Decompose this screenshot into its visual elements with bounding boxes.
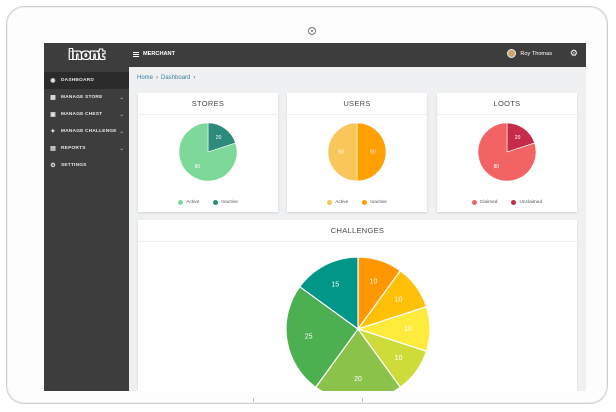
stores-slice-value-label: 80: [195, 164, 201, 170]
stores-slice: [178, 122, 238, 182]
reports-icon: ▤: [50, 146, 56, 152]
stores-legend: Active Inactive: [138, 200, 278, 205]
challenge-icon: ✦: [50, 129, 56, 135]
loots-card-title: LOOTS: [437, 93, 577, 115]
sidebar-item-label: MANAGE CHALLENGE: [61, 129, 117, 134]
users-slice-value-label: 50: [370, 149, 376, 155]
legend-swatch: [471, 200, 477, 205]
loots-slice: [506, 122, 535, 153]
challenges-slice-value-label: 10: [395, 296, 403, 303]
menu-toggle-button[interactable]: MERCHANT: [133, 51, 175, 57]
challenges-slice-value-label: 10: [404, 326, 412, 333]
user-name: Roy Thomas: [520, 50, 552, 57]
legend-label: Claimed: [479, 200, 498, 205]
sidebar-item-settings[interactable]: ⚙ SETTINGS: [44, 157, 129, 174]
legend-swatch: [362, 200, 368, 205]
menu-label: MERCHANT: [143, 51, 176, 57]
loots-slice-value-label: 80: [494, 164, 500, 170]
laptop-frame: inont ◉ DASHBOARD ▦ MANAGE STORE ⌄ ▣ MAN…: [6, 6, 608, 404]
legend-label: Active: [335, 200, 349, 205]
sidebar-item-reports[interactable]: ▤ REPORTS ⌄: [44, 140, 129, 157]
breadcrumb-separator: ›: [193, 75, 196, 81]
sidebar-item-manage-store[interactable]: ▦ MANAGE STORE ⌄: [44, 89, 129, 106]
device-foot: [253, 398, 254, 402]
stores-card-title: STORES: [138, 93, 278, 115]
stores-card: STORES 20 80 Active Inactive: [138, 93, 278, 212]
challenges-slice-value-label: 10: [395, 355, 403, 362]
challenges-card-title: CHALLENGES: [138, 220, 577, 242]
users-slice: [356, 122, 387, 182]
breadcrumb: Home › Dashboard ›: [137, 75, 198, 81]
users-slice-value-label: 50: [338, 149, 344, 155]
store-icon: ▦: [50, 95, 56, 101]
loots-slice-value-label: 20: [515, 135, 521, 141]
challenges-card: CHALLENGES 10 10 10 10 20 25 15: [138, 220, 577, 391]
challenges-slice: [298, 256, 359, 331]
sidebar-item-label: MANAGE CHEST: [61, 112, 103, 117]
legend-swatch: [511, 200, 517, 205]
logo-text: inont: [68, 47, 105, 63]
challenges-slice-value-label: 10: [370, 278, 378, 285]
sidebar-nav: ◉ DASHBOARD ▦ MANAGE STORE ⌄ ▣ MANAGE CH…: [44, 72, 129, 174]
challenges-slice: [314, 327, 402, 391]
app-screen: inont ◉ DASHBOARD ▦ MANAGE STORE ⌄ ▣ MAN…: [44, 43, 586, 391]
sidebar-item-manage-chest[interactable]: ▣ MANAGE CHEST ⌄: [44, 106, 129, 123]
challenges-slice: [285, 285, 359, 389]
avatar: [507, 49, 517, 58]
loots-slice: [477, 122, 537, 182]
chevron-down-icon: ⌄: [119, 128, 124, 135]
challenges-slice-value-label: 25: [305, 334, 313, 341]
chevron-down-icon: ⌄: [119, 145, 124, 152]
device-foot: [362, 398, 363, 402]
users-card-title: USERS: [287, 93, 427, 115]
topbar: MERCHANT Roy Thomas ⚙: [129, 43, 586, 67]
camera-icon: [308, 27, 316, 35]
sidebar-item-dashboard[interactable]: ◉ DASHBOARD: [44, 72, 129, 89]
sidebar-item-manage-challenge[interactable]: ✦ MANAGE CHALLENGE ⌄: [44, 123, 129, 140]
gear-icon[interactable]: ⚙: [569, 48, 578, 58]
users-slice: [327, 122, 358, 182]
sidebar-item-label: MANAGE STORE: [61, 95, 103, 100]
users-pie-chart: 50 50: [327, 122, 387, 182]
stores-slice: [207, 122, 236, 153]
legend-item-inactive: Inactive: [362, 200, 387, 205]
breadcrumb-current[interactable]: Dashboard: [161, 75, 191, 81]
logo[interactable]: inont: [44, 43, 129, 67]
legend-swatch: [327, 200, 333, 205]
legend-label: Unclaimed: [519, 200, 543, 205]
legend-swatch: [213, 200, 219, 205]
chevron-down-icon: ⌄: [119, 111, 124, 118]
legend-label: Active: [186, 200, 200, 205]
sidebar-item-label: DASHBOARD: [61, 78, 94, 83]
sidebar: inont ◉ DASHBOARD ▦ MANAGE STORE ⌄ ▣ MAN…: [44, 43, 129, 391]
legend-item-inactive: Inactive: [213, 200, 238, 205]
challenges-slice-value-label: 20: [354, 376, 362, 383]
chest-icon: ▣: [50, 112, 56, 118]
legend-item-unclaimed: Unclaimed: [511, 200, 542, 205]
dashboard-icon: ◉: [50, 78, 56, 84]
challenges-slice-value-label: 15: [331, 281, 339, 288]
chevron-down-icon: ⌄: [119, 94, 124, 101]
legend-item-active: Active: [327, 200, 348, 205]
legend-label: Inactive: [370, 200, 387, 205]
legend-label: Inactive: [221, 200, 238, 205]
settings-icon: ⚙: [50, 163, 56, 169]
breadcrumb-home-link[interactable]: Home: [137, 75, 154, 81]
loots-legend: Claimed Unclaimed: [437, 200, 577, 205]
users-legend: Active Inactive: [287, 200, 427, 205]
users-card: USERS 50 50 Active Inactive: [287, 93, 427, 212]
legend-swatch: [178, 200, 184, 205]
legend-item-claimed: Claimed: [471, 200, 498, 205]
sidebar-item-label: REPORTS: [61, 146, 86, 151]
stores-slice-value-label: 20: [216, 135, 222, 141]
breadcrumb-separator: ›: [156, 75, 159, 81]
challenges-pie-chart: 10 10 10 10 20 25 15: [285, 256, 431, 391]
sidebar-item-label: SETTINGS: [61, 163, 87, 168]
hamburger-icon: [133, 51, 139, 57]
legend-item-active: Active: [178, 200, 199, 205]
loots-card: LOOTS 20 80 Claimed Unclaimed: [437, 93, 577, 212]
user-menu[interactable]: Roy Thomas: [507, 49, 552, 58]
